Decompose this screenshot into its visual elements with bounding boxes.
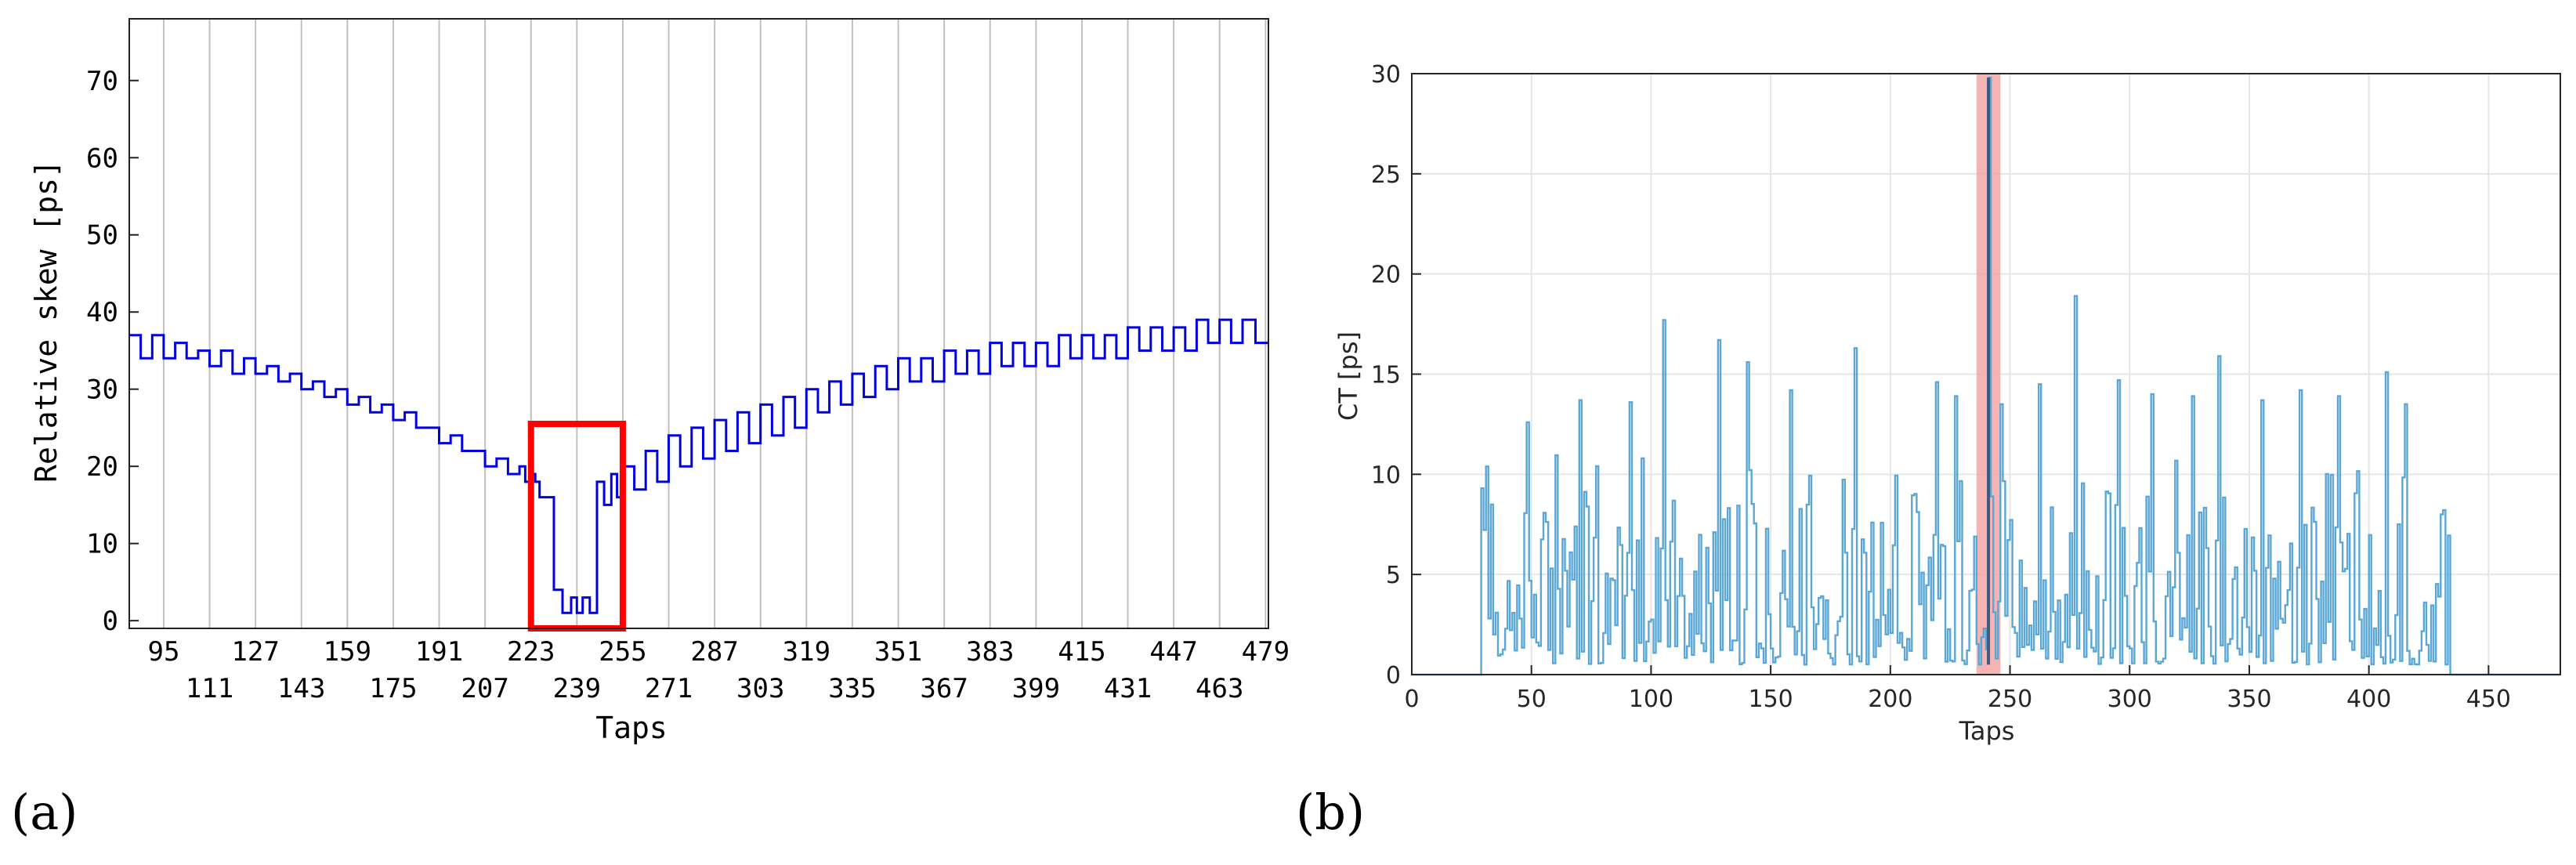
- panel-a-x-tick-label: 95: [147, 636, 179, 668]
- panel-b-x-tick-label: 250: [1988, 686, 2032, 713]
- panel-a-y-axis-label: Relative skew [ps]: [29, 160, 63, 483]
- panel-b-y-tick-label: 30: [1371, 61, 1401, 89]
- panel-a-x-tick-label: 479: [1242, 636, 1290, 668]
- panel-a-x-tick-label: 319: [783, 636, 830, 668]
- panel-a-x-tick-label: 207: [461, 673, 508, 704]
- panel-a-gridlines: [162, 19, 1267, 628]
- panel-a-x-tick-label: 431: [1104, 673, 1152, 704]
- panel-b-x-tick-label: 450: [2466, 686, 2511, 713]
- panel-a-y-tick-label: 50: [86, 220, 118, 252]
- panel-a-axes-frame: [128, 18, 1269, 629]
- panel-b-label: (b): [1296, 784, 1365, 841]
- panel-b-x-tick-label: 150: [1748, 686, 1793, 713]
- panel-b-x-tick-label: 100: [1629, 686, 1673, 713]
- panel-a-x-tick-label: 399: [1012, 673, 1060, 704]
- panel-a-x-tick-label: 335: [828, 673, 876, 704]
- panel-b-x-tick-label: 400: [2346, 686, 2391, 713]
- panel-b-y-tick-label: 10: [1371, 461, 1401, 489]
- panel-a-y-tick-label: 40: [86, 297, 118, 328]
- panel-a-x-tick-label: 159: [324, 636, 371, 668]
- panel-b-x-tick-label: 200: [1868, 686, 1912, 713]
- panel-a-x-tick-label: 223: [507, 636, 555, 668]
- panel-b-x-tick-labels: 0 50 100 150 200 250 300 350 400 450: [1404, 686, 2511, 713]
- panel-b-chart: 0 5 10 15 20 25 30 0 50 100 150 200 250 300 350 400 450…: [1296, 61, 2561, 841]
- panel-a-y-tick-label: 30: [86, 375, 118, 406]
- panel-a-y-tick-label: 10: [86, 529, 118, 560]
- panel-a-x-tick-label: 239: [553, 673, 601, 704]
- panel-b-y-tick-label: 15: [1371, 362, 1401, 389]
- panel-a-label: (a): [11, 784, 78, 841]
- panel-a-y-tick-label: 70: [86, 66, 118, 97]
- panel-b-y-tick-label: 0: [1386, 662, 1401, 689]
- panel-a-series-line: [129, 318, 1268, 614]
- panel-b-x-tick-label: 300: [2107, 686, 2152, 713]
- panel-a-x-tick-label: 143: [277, 673, 325, 704]
- panel-a-x-tick-label: 271: [645, 673, 693, 704]
- panel-a-x-tick-label: 367: [920, 673, 968, 704]
- panel-a-x-tick-label: 383: [966, 636, 1014, 668]
- panel-a-x-tick-labels: 95 127 159 191 223 255 287 319 351 383 415 447 479 11…: [147, 636, 1290, 704]
- panel-b-y-tick-label: 20: [1371, 262, 1401, 289]
- panel-a-y-tick-labels: 0 10 20 30 40 50 60 70: [86, 66, 118, 637]
- panel-a-y-tick-label: 0: [103, 606, 118, 637]
- panel-a-x-tick-label: 175: [369, 673, 417, 704]
- panel-a-x-tick-label: 303: [736, 673, 784, 704]
- panel-b-x-axis-label: Taps: [1959, 716, 2015, 746]
- panel-a-x-tick-label: 255: [599, 636, 646, 668]
- panel-a-x-tick-label: 111: [186, 673, 233, 704]
- panel-a-y-tick-label: 20: [86, 451, 118, 483]
- panel-a-x-tick-label: 287: [690, 636, 738, 668]
- panel-b-y-tick-label: 5: [1386, 562, 1401, 589]
- panel-b-axes-frame: [1411, 73, 2561, 675]
- panel-a-x-tick-label: 447: [1149, 636, 1197, 668]
- panel-b-y-axis-label: CT [ps]: [1333, 331, 1363, 421]
- panel-a-x-tick-label: 463: [1196, 673, 1243, 704]
- panel-a-line-series: [129, 318, 1268, 614]
- panel-b-line-series: [1412, 76, 2560, 676]
- panel-a-x-axis-label: Taps: [595, 711, 668, 745]
- panel-a-x-tick-label: 351: [874, 636, 922, 668]
- panel-b-x-tick-label: 50: [1517, 686, 1547, 713]
- panel-a-x-tick-label: 127: [231, 636, 279, 668]
- panel-b-x-tick-label: 0: [1404, 686, 1419, 713]
- panel-a-y-tick-label: 60: [86, 143, 118, 174]
- panel-b-x-tick-label: 350: [2227, 686, 2271, 713]
- panel-b-y-tick-label: 25: [1371, 161, 1401, 189]
- panel-b-y-tick-labels: 0 5 10 15 20 25 30: [1371, 61, 1401, 689]
- panel-a-x-tick-label: 415: [1058, 636, 1105, 668]
- panel-b-series-line: [1412, 76, 2560, 676]
- panel-a-axes-box: [128, 18, 1269, 629]
- panel-a-x-tick-label: 191: [415, 636, 463, 668]
- panel-a-chart: 0 10 20 30 40 50 60 70 95 127 159 191 223 255 287 319 3…: [11, 18, 1290, 841]
